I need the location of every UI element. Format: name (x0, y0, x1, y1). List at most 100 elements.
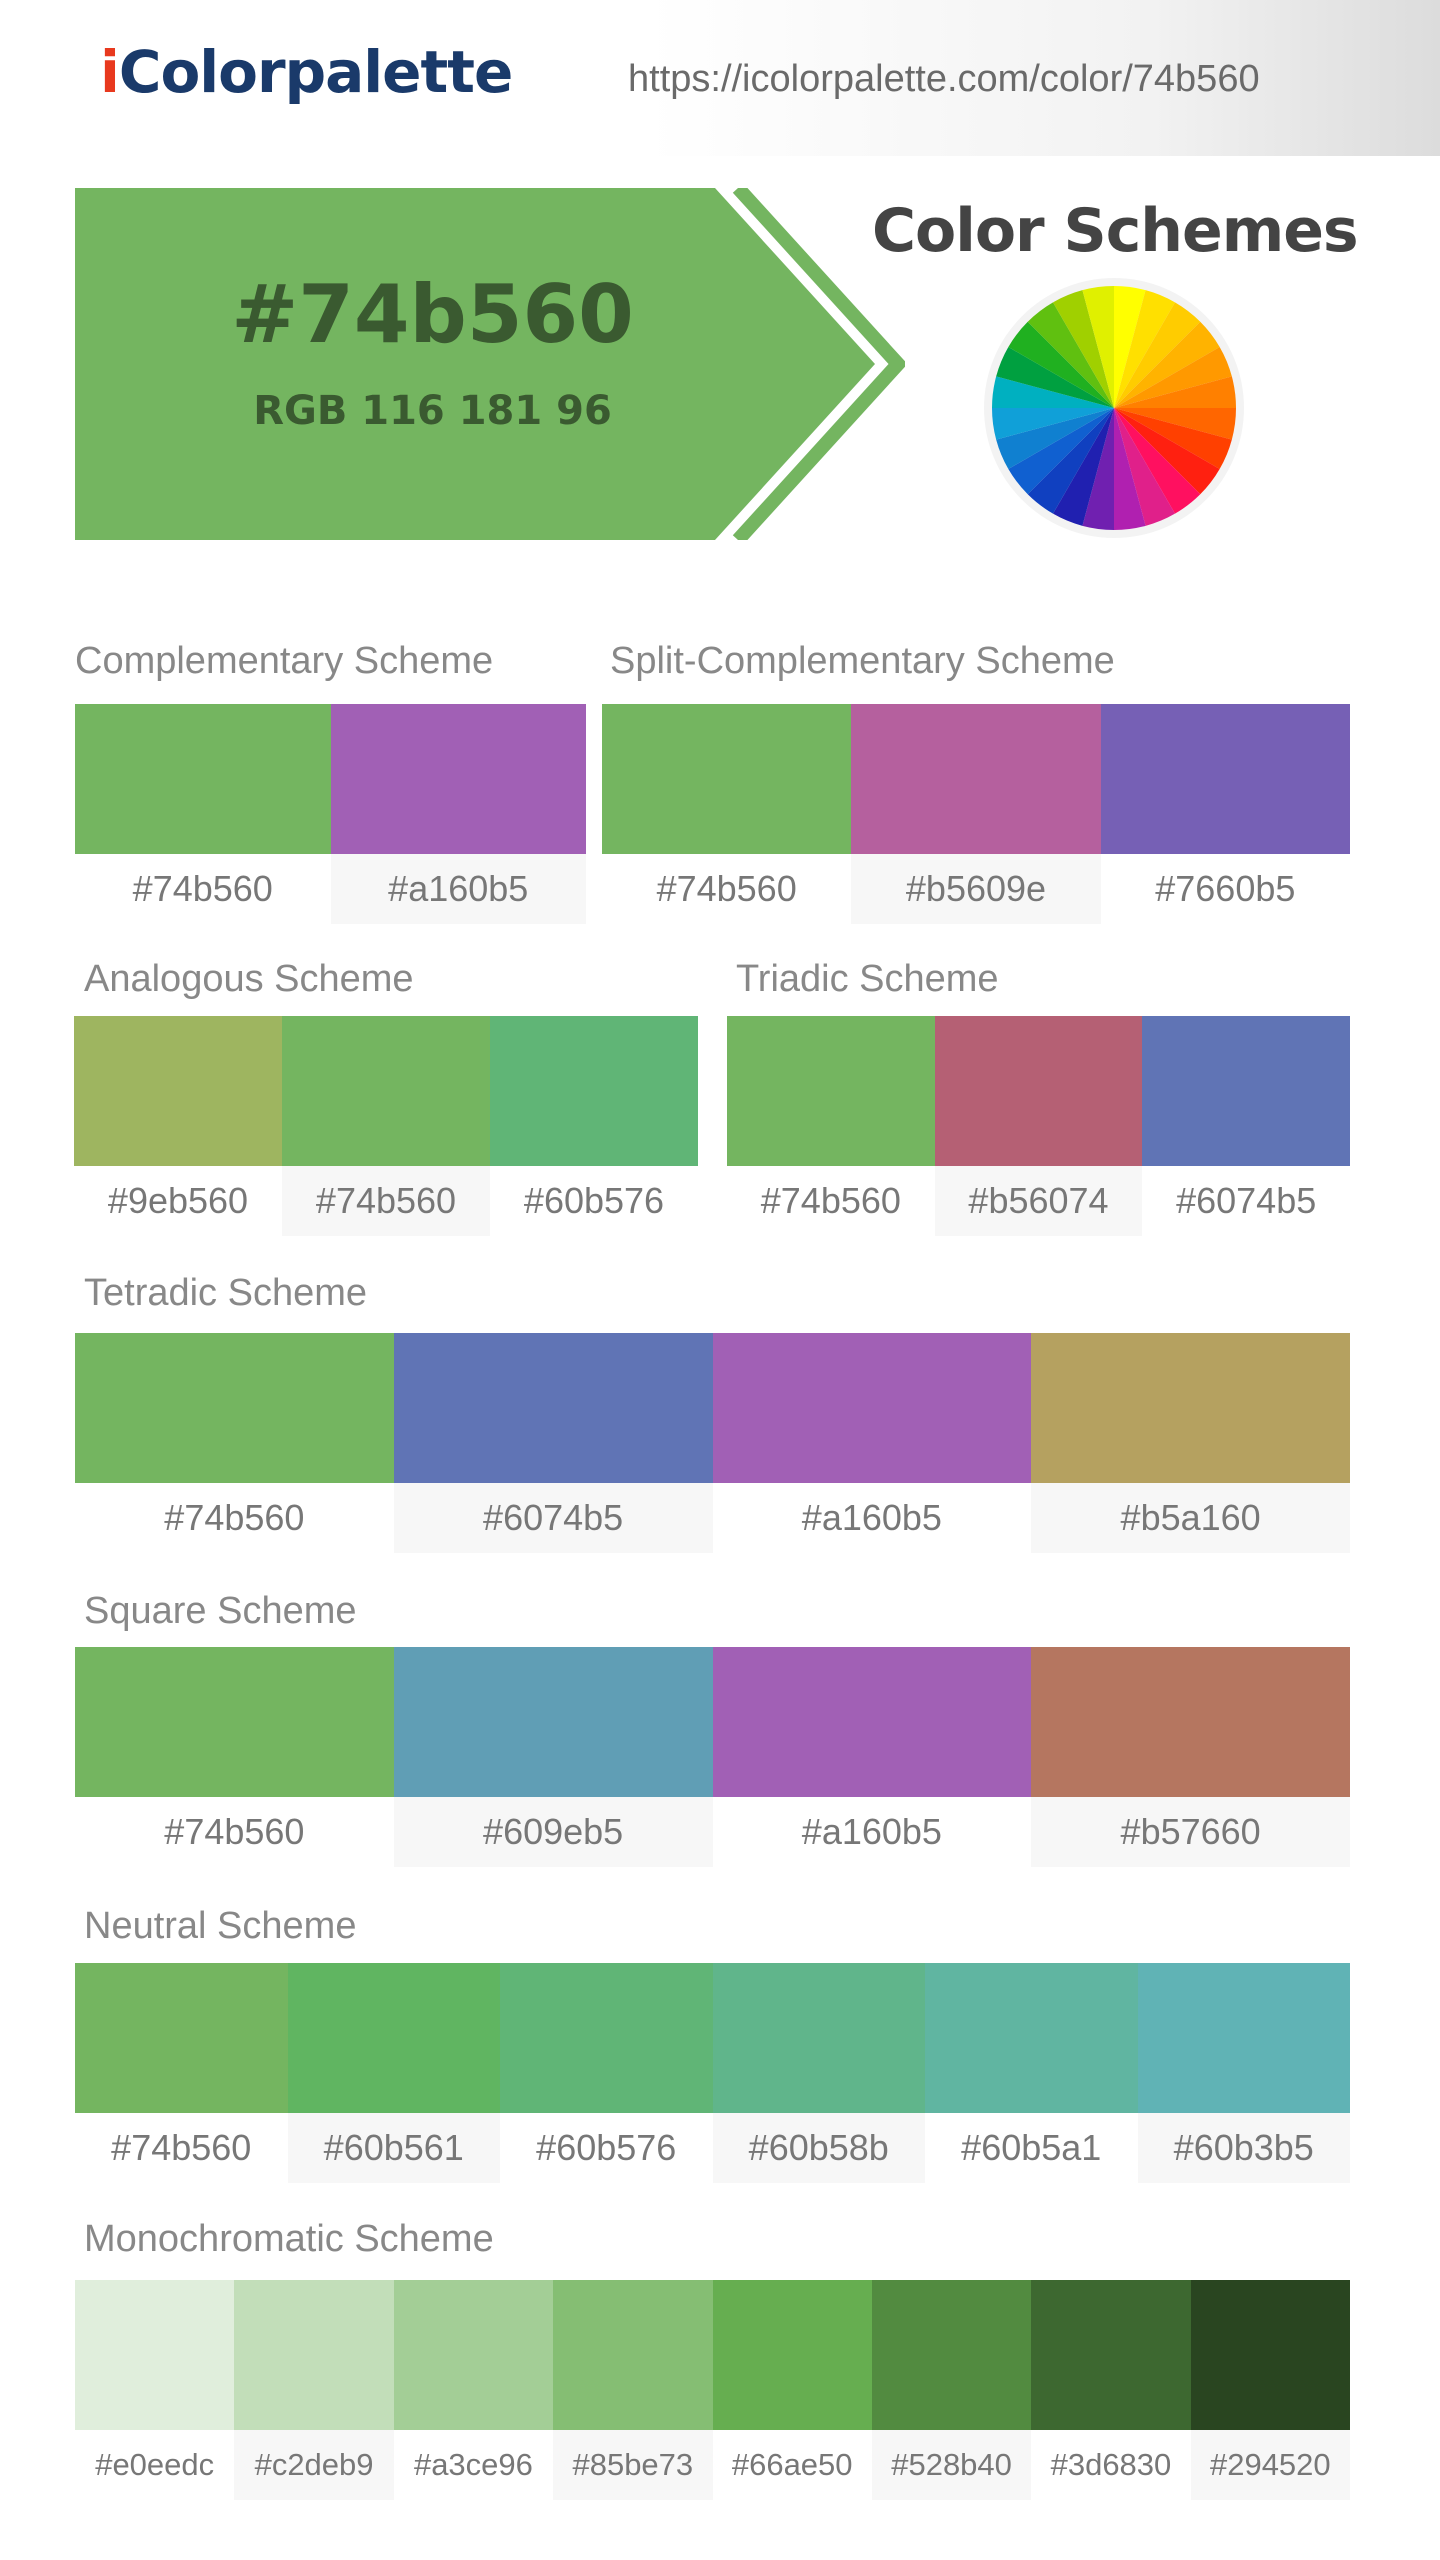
color-swatch[interactable]: #6074b5 (1142, 1016, 1351, 1236)
swatch-hex-label[interactable]: #a160b5 (330, 854, 586, 924)
swatch-hex-label[interactable]: #85be73 (553, 2430, 713, 2500)
site-logo[interactable]: iColorpalette (100, 38, 513, 106)
color-swatch[interactable]: #74b560 (727, 1016, 935, 1236)
swatch-color-block[interactable] (393, 1333, 713, 1483)
color-swatch[interactable]: #6074b5 (393, 1333, 713, 1553)
color-swatch[interactable]: #a160b5 (712, 1647, 1032, 1867)
swatch-color-block[interactable] (75, 1963, 288, 2113)
swatch-color-block[interactable] (75, 1647, 394, 1797)
swatch-hex-label[interactable]: #74b560 (164, 1811, 305, 1852)
swatch-color-block[interactable] (934, 1016, 1143, 1166)
color-swatch[interactable]: #528b40 (871, 2280, 1032, 2500)
swatch-hex-label[interactable]: #74b560 (760, 1180, 901, 1221)
swatch-color-block[interactable] (75, 2280, 235, 2430)
swatch-color-block[interactable] (393, 1647, 713, 1797)
swatch-hex-label[interactable]: #b5a160 (1031, 1483, 1350, 1553)
swatch-hex-label[interactable]: #6074b5 (393, 1483, 713, 1553)
color-swatch[interactable]: #60b576 (490, 1016, 698, 1236)
swatch-color-block[interactable] (1100, 704, 1350, 854)
swatch-hex-label[interactable]: #66ae50 (731, 2447, 853, 2482)
swatch-hex-label[interactable]: #7660b5 (1155, 868, 1296, 909)
swatch-hex-label[interactable]: #c2deb9 (234, 2430, 394, 2500)
swatch-color-block[interactable] (1137, 1963, 1350, 2113)
color-swatch[interactable]: #a160b5 (330, 704, 586, 924)
color-swatch[interactable]: #74b560 (75, 1963, 288, 2183)
swatch-hex-label[interactable]: #b57660 (1031, 1797, 1350, 1867)
swatch-color-block[interactable] (287, 1963, 500, 2113)
swatch-color-block[interactable] (851, 704, 1101, 854)
swatch-hex-label[interactable]: #a160b5 (801, 1497, 942, 1538)
color-swatch[interactable]: #74b560 (75, 1647, 394, 1867)
swatch-hex-label[interactable]: #b5609e (851, 854, 1101, 924)
swatch-color-block[interactable] (500, 1963, 713, 2113)
swatch-hex-label[interactable]: #3d6830 (1050, 2447, 1172, 2482)
color-swatch[interactable]: #60b5a1 (925, 1963, 1138, 2183)
swatch-color-block[interactable] (282, 1016, 490, 1166)
color-swatch[interactable]: #60b3b5 (1137, 1963, 1350, 2183)
swatch-hex-label[interactable]: #74b560 (111, 2127, 252, 2168)
color-swatch[interactable]: #a3ce96 (393, 2280, 554, 2500)
swatch-color-block[interactable] (871, 2280, 1032, 2430)
swatch-hex-label[interactable]: #74b560 (132, 868, 273, 909)
color-swatch[interactable]: #74b560 (282, 1016, 490, 1236)
swatch-hex-label[interactable]: #6074b5 (1176, 1180, 1317, 1221)
swatch-color-block[interactable] (712, 1647, 1032, 1797)
color-swatch[interactable]: #74b560 (75, 704, 331, 924)
swatch-hex-label[interactable]: #a160b5 (801, 1811, 942, 1852)
color-swatch[interactable]: #9eb560 (74, 1016, 282, 1236)
page-url[interactable]: https://icolorpalette.com/color/74b560 (628, 58, 1260, 100)
swatch-color-block[interactable] (234, 2280, 394, 2430)
swatch-hex-label[interactable]: #9eb560 (107, 1180, 249, 1221)
swatch-color-block[interactable] (553, 2280, 713, 2430)
swatch-color-block[interactable] (712, 1963, 925, 2113)
swatch-color-block[interactable] (1031, 1647, 1350, 1797)
color-swatch[interactable]: #60b58b (712, 1963, 925, 2183)
color-swatch[interactable]: #b5a160 (1031, 1333, 1350, 1553)
swatch-hex-label[interactable]: #609eb5 (393, 1797, 713, 1867)
color-swatch[interactable]: #60b561 (287, 1963, 500, 2183)
swatch-hex-label[interactable]: #294520 (1190, 2430, 1350, 2500)
swatch-hex-label[interactable]: #528b40 (871, 2430, 1032, 2500)
swatch-color-block[interactable] (1031, 2280, 1191, 2430)
swatch-hex-label[interactable]: #60b576 (523, 1180, 665, 1221)
swatch-color-block[interactable] (330, 704, 586, 854)
swatch-hex-label[interactable]: #e0eedc (95, 2447, 215, 2482)
swatch-color-block[interactable] (1190, 2280, 1350, 2430)
swatch-hex-label[interactable]: #60b5a1 (961, 2127, 1102, 2168)
color-swatch[interactable]: #b56074 (934, 1016, 1143, 1236)
swatch-color-block[interactable] (1031, 1333, 1350, 1483)
color-swatch[interactable]: #609eb5 (393, 1647, 713, 1867)
swatch-hex-label[interactable]: #60b3b5 (1137, 2113, 1350, 2183)
color-swatch[interactable]: #b57660 (1031, 1647, 1350, 1867)
swatch-hex-label[interactable]: #74b560 (282, 1166, 490, 1236)
swatch-color-block[interactable] (602, 704, 852, 854)
color-swatch[interactable]: #7660b5 (1100, 704, 1350, 924)
swatch-color-block[interactable] (712, 2280, 872, 2430)
color-swatch[interactable]: #3d6830 (1031, 2280, 1191, 2500)
swatch-color-block[interactable] (1142, 1016, 1351, 1166)
color-swatch[interactable]: #66ae50 (712, 2280, 872, 2500)
swatch-hex-label[interactable]: #60b561 (287, 2113, 500, 2183)
swatch-color-block[interactable] (712, 1333, 1032, 1483)
color-swatch[interactable]: #85be73 (553, 2280, 713, 2500)
swatch-hex-label[interactable]: #60b58b (712, 2113, 925, 2183)
color-swatch[interactable]: #b5609e (851, 704, 1101, 924)
swatch-color-block[interactable] (727, 1016, 935, 1166)
color-swatch[interactable]: #60b576 (500, 1963, 713, 2183)
swatch-hex-label[interactable]: #b56074 (934, 1166, 1143, 1236)
color-swatch[interactable]: #a160b5 (712, 1333, 1032, 1553)
color-swatch[interactable]: #294520 (1190, 2280, 1350, 2500)
swatch-color-block[interactable] (75, 1333, 394, 1483)
swatch-color-block[interactable] (925, 1963, 1138, 2113)
swatch-hex-label[interactable]: #74b560 (656, 868, 797, 909)
swatch-hex-label[interactable]: #a3ce96 (413, 2447, 533, 2482)
color-swatch[interactable]: #c2deb9 (234, 2280, 394, 2500)
swatch-hex-label[interactable]: #60b576 (536, 2127, 677, 2168)
swatch-hex-label[interactable]: #74b560 (164, 1497, 305, 1538)
color-swatch[interactable]: #e0eedc (75, 2280, 235, 2500)
color-swatch[interactable]: #74b560 (602, 704, 852, 924)
swatch-color-block[interactable] (393, 2280, 554, 2430)
swatch-color-block[interactable] (74, 1016, 282, 1166)
color-swatch[interactable]: #74b560 (75, 1333, 394, 1553)
swatch-color-block[interactable] (490, 1016, 698, 1166)
